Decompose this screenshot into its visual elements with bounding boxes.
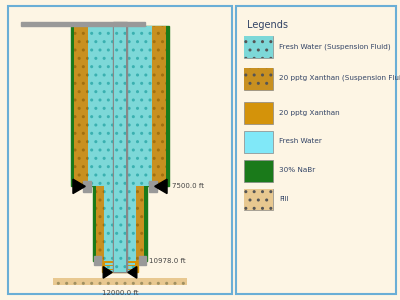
Bar [93, 186, 147, 261]
Polygon shape [128, 267, 137, 278]
Bar [106, 266, 134, 268]
Bar [244, 36, 273, 58]
Text: Legends: Legends [247, 20, 288, 30]
Bar [88, 26, 152, 186]
Text: 12000.0 ft: 12000.0 ft [102, 290, 138, 296]
Text: 7500.0 ft: 7500.0 ft [172, 183, 204, 189]
Text: 10978.0 ft: 10978.0 ft [149, 258, 186, 264]
Text: Fresh Water (Suspension Fluid): Fresh Water (Suspension Fluid) [279, 43, 391, 50]
Bar [96, 186, 104, 261]
Bar [22, 22, 145, 26]
Bar [106, 263, 134, 265]
Bar [106, 269, 134, 272]
Bar [244, 103, 273, 124]
Bar [71, 26, 169, 186]
Polygon shape [155, 179, 167, 194]
Bar [149, 181, 157, 192]
Bar [136, 186, 144, 261]
Bar [139, 256, 146, 265]
Text: 20 pptg Xanthan (Suspension Fluid): 20 pptg Xanthan (Suspension Fluid) [279, 75, 400, 81]
Bar [114, 22, 126, 272]
Bar [83, 181, 91, 192]
Bar [244, 160, 273, 182]
Bar [244, 68, 273, 89]
Text: Fresh Water: Fresh Water [279, 138, 322, 144]
Bar [104, 186, 136, 261]
Bar [244, 68, 273, 89]
Bar [102, 261, 138, 272]
Bar [113, 22, 127, 272]
Bar [74, 26, 88, 186]
Bar [94, 256, 101, 265]
Bar [244, 189, 273, 211]
Polygon shape [73, 179, 85, 194]
Bar [244, 36, 273, 58]
Bar [244, 189, 273, 211]
Bar [244, 131, 273, 153]
Bar [152, 26, 166, 186]
Text: Fill: Fill [279, 196, 289, 202]
Text: 20 pptg Xanthan: 20 pptg Xanthan [279, 110, 340, 116]
Text: 30% NaBr: 30% NaBr [279, 167, 316, 173]
Bar [53, 278, 187, 285]
Polygon shape [103, 267, 112, 278]
